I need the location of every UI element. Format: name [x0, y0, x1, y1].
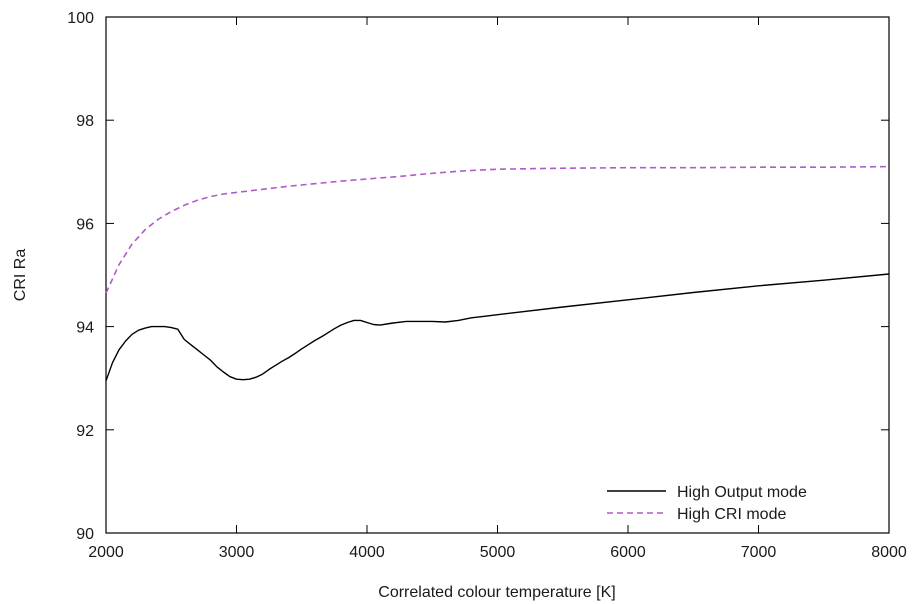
y-tick-label: 98 [76, 113, 94, 130]
x-tick-label: 7000 [741, 544, 777, 561]
legend: High Output mode High CRI mode [607, 484, 807, 523]
x-axis-title: Correlated colour temperature [K] [378, 584, 615, 601]
axis-tick-labels: 2000 3000 4000 5000 6000 7000 8000 90 92 94 96 98 10… [67, 10, 907, 561]
legend-label-2: High CRI mode [677, 506, 786, 523]
x-tick-label: 8000 [871, 544, 907, 561]
x-tick-label: 6000 [610, 544, 646, 561]
data-series [105, 165, 890, 382]
series-line-1 [105, 273, 890, 382]
series-line-2 [105, 165, 890, 294]
y-tick-label: 100 [67, 10, 94, 27]
legend-label-1: High Output mode [677, 484, 807, 501]
y-tick-label: 92 [76, 423, 94, 440]
x-tick-label: 4000 [349, 544, 385, 561]
x-tick-label: 5000 [480, 544, 516, 561]
y-tick-label: 96 [76, 216, 94, 233]
y-tick-label: 94 [76, 320, 94, 337]
y-tick-label: 90 [76, 526, 94, 543]
plot-area-frame [105, 16, 890, 534]
x-tick-label: 3000 [219, 544, 255, 561]
axis-ticks [105, 16, 890, 534]
x-tick-label: 2000 [88, 544, 124, 561]
y-axis-title: CRI Ra [12, 249, 29, 302]
